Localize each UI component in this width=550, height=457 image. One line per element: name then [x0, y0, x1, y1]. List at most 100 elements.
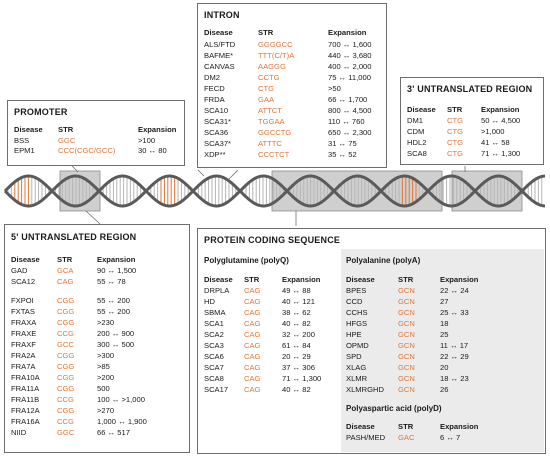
expansion-cell: 22 ↔ 24: [440, 286, 469, 295]
disease-cell: HFGS: [346, 319, 368, 328]
expansion-cell: 40 ↔ 121: [282, 297, 315, 306]
disease-cell: PASH/MED: [346, 433, 386, 442]
expansion-cell: 40 ↔ 82: [282, 385, 311, 394]
expansion-cell: 700 ↔ 1,600: [328, 40, 372, 49]
header-disease: Disease: [204, 28, 233, 37]
disease-cell: GAD: [11, 266, 28, 275]
coding-box: PROTEIN CODING SEQUENCE Polyglutamine (p…: [197, 228, 546, 454]
disease-cell: XLMR: [346, 374, 368, 383]
polya-title: Polyalanine (polyA): [346, 256, 421, 265]
str-cell: GCC: [57, 340, 74, 349]
disease-cell: SCA17: [204, 385, 229, 394]
disease-cell: HD: [204, 297, 215, 306]
disease-cell: FRA7A: [11, 362, 36, 371]
header-expansion: Expansion: [440, 422, 479, 431]
header-str: STR: [57, 255, 73, 264]
str-cell: CTG: [447, 149, 464, 158]
disease-cell: SCA6: [204, 352, 224, 361]
disease-cell: FRA11A: [11, 384, 40, 393]
disease-cell: SCA37*: [204, 139, 232, 148]
expansion-cell: 26: [440, 385, 449, 394]
expansion-cell: 66 ↔ 1,700: [328, 95, 368, 104]
expansion-cell: 300 ↔ 500: [97, 340, 135, 349]
expansion-cell: 38 ↔ 62: [282, 308, 311, 317]
disease-cell: SCA36: [204, 128, 229, 137]
dna-strand-a: [3, 174, 546, 208]
coding-title: PROTEIN CODING SEQUENCE: [204, 235, 341, 245]
disease-cell: HDL2: [407, 138, 427, 147]
expansion-cell: 20 ↔ 29: [282, 352, 311, 361]
header-disease: Disease: [11, 255, 40, 264]
str-cell: CAG: [244, 308, 261, 317]
disease-cell: CDM: [407, 127, 425, 136]
expansion-cell: 31 ↔ 75: [328, 139, 357, 148]
connector-lines: [71, 165, 466, 226]
promoter-box: PROMOTER Disease STR Expansion BSS GGC >10…: [7, 100, 185, 166]
disease-cell: FRA10A: [11, 373, 40, 382]
header-str: STR: [398, 422, 414, 431]
intron-title: INTRON: [204, 10, 240, 20]
str-cell: ATTTC: [258, 139, 282, 148]
header-str: STR: [447, 105, 463, 114]
expansion-cell: >300: [97, 351, 115, 360]
expansion-cell: 30 ↔ 80: [138, 146, 167, 155]
header-str: STR: [258, 28, 274, 37]
intron-box: INTRON Disease STR Expansion ALS/FTD GGGG…: [197, 3, 387, 168]
disease-cell: SCA8: [204, 374, 224, 383]
utr3-box: 3' UNTRANSLATED REGION Disease STR Expan…: [400, 77, 544, 165]
header-str: STR: [398, 275, 414, 284]
disease-cell: SCA31*: [204, 117, 232, 126]
expansion-cell: 25: [440, 330, 449, 339]
str-cell: GCN: [398, 330, 415, 339]
str-cell: GCN: [398, 297, 415, 306]
expansion-cell: 20: [440, 363, 449, 372]
str-cell: CAG: [244, 319, 261, 328]
header-disease: Disease: [346, 275, 375, 284]
expansion-cell: 55 ↔ 200: [97, 296, 130, 305]
str-cell: CGG: [57, 373, 75, 382]
disease-cell: BAFME*: [204, 51, 234, 60]
str-cell: CGG: [57, 351, 75, 360]
str-cell: GCN: [398, 374, 415, 383]
str-cell: CCCTCT: [258, 150, 290, 159]
disease-cell: NIID: [11, 428, 27, 437]
expansion-cell: 400 ↔ 2,000: [328, 62, 372, 71]
str-cell: CCG: [57, 329, 74, 338]
str-cell: CCG: [57, 417, 74, 426]
expansion-cell: 90 ↔ 1,500: [97, 266, 137, 275]
disease-cell: FECD: [204, 84, 225, 93]
disease-cell: SCA1: [204, 319, 224, 328]
expansion-cell: 18 ↔ 23: [440, 374, 469, 383]
expansion-cell: 27: [440, 297, 449, 306]
expansion-cell: 49 ↔ 88: [282, 286, 311, 295]
expansion-cell: >85: [97, 362, 110, 371]
str-cell: CGG: [57, 318, 75, 327]
disease-cell: SCA8: [407, 149, 427, 158]
str-cell: CAG: [244, 385, 261, 394]
expansion-cell: 22 ↔ 29: [440, 352, 469, 361]
utr5-title: 5' UNTRANSLATED REGION: [11, 232, 137, 242]
expansion-cell: >100: [138, 136, 156, 145]
expansion-cell: 32 ↔ 200: [282, 330, 315, 339]
disease-cell: DRPLA: [204, 286, 230, 295]
expansion-cell: 50 ↔ 4,500: [481, 116, 521, 125]
expansion-cell: >230: [97, 318, 115, 327]
polyd-title: Polyaspartic acid (polyD): [346, 404, 442, 413]
disease-cell: FRDA: [204, 95, 225, 104]
str-cell: CCTG: [258, 73, 280, 82]
str-cell: CAG: [244, 352, 261, 361]
header-expansion: Expansion: [138, 125, 177, 134]
expansion-cell: 1,000 ↔ 1,900: [97, 417, 147, 426]
disease-cell: CCHS: [346, 308, 368, 317]
expansion-cell: >50: [328, 84, 341, 93]
disease-cell: XDP**: [204, 150, 226, 159]
disease-cell: FRA2A: [11, 351, 36, 360]
expansion-cell: 500: [97, 384, 110, 393]
str-cell: CAG: [244, 330, 261, 339]
str-cell: CGG: [57, 307, 75, 316]
header-expansion: Expansion: [97, 255, 136, 264]
expansion-cell: 200 ↔ 900: [97, 329, 135, 338]
disease-cell: FRA16A: [11, 417, 40, 426]
disease-cell: SCA2: [204, 330, 224, 339]
